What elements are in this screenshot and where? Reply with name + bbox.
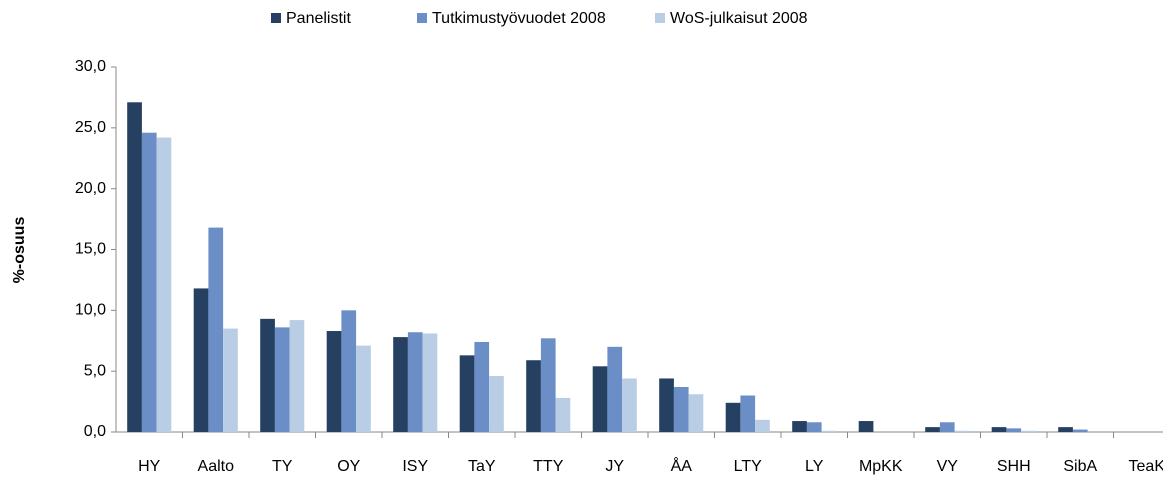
- legend-swatch: [417, 13, 427, 23]
- bar: [1058, 427, 1073, 432]
- x-tick-label: OY: [337, 458, 360, 475]
- bar: [407, 332, 423, 432]
- legend-swatch: [655, 13, 665, 23]
- bar: [939, 422, 955, 432]
- y-tick-label: 0,0: [84, 423, 106, 440]
- bar: [725, 402, 741, 432]
- x-tick-label: MpKK: [859, 458, 903, 475]
- x-tick-label: Aalto: [198, 458, 235, 475]
- bar: [821, 430, 837, 432]
- bar: [607, 346, 623, 432]
- x-tick-label: JY: [605, 458, 624, 475]
- legend-swatch: [271, 13, 281, 23]
- bar: [127, 102, 142, 433]
- y-tick-label: 25,0: [75, 119, 106, 136]
- y-tick-label: 5,0: [84, 362, 106, 379]
- bar: [422, 333, 438, 432]
- bar: [792, 421, 807, 432]
- bar: [540, 338, 556, 432]
- bar: [526, 360, 541, 432]
- bar: [208, 227, 224, 432]
- bar: [260, 318, 275, 432]
- x-tick-label: LTY: [734, 458, 762, 475]
- x-tick-label: ISY: [402, 458, 428, 475]
- bar: [289, 320, 305, 432]
- bar: [356, 345, 371, 432]
- y-tick-label: 15,0: [75, 241, 106, 258]
- y-axis-label: %-osuus: [11, 217, 28, 284]
- y-tick-label: 10,0: [75, 302, 106, 319]
- legend-label: WoS-julkaisut 2008: [670, 10, 808, 27]
- bar: [806, 422, 822, 432]
- x-tick-label: SHH: [997, 458, 1031, 475]
- y-tick-label: 30,0: [75, 58, 106, 75]
- x-tick-label: HY: [138, 458, 161, 475]
- bar: [622, 378, 637, 432]
- bar: [459, 355, 475, 432]
- x-tick-label: TTY: [533, 458, 564, 475]
- bar: [141, 132, 157, 432]
- bar: [223, 328, 238, 432]
- bar: [341, 310, 357, 432]
- x-tick-label: TeaK: [1129, 458, 1163, 475]
- bar: [1006, 428, 1022, 432]
- bar: [673, 386, 689, 432]
- bar: [193, 288, 209, 432]
- x-tick-label: VY: [937, 458, 959, 475]
- bar: [858, 421, 874, 432]
- bar: [991, 427, 1007, 432]
- legend-label: Tutkimustyövuodet 2008: [432, 10, 606, 27]
- bar: [1072, 429, 1088, 432]
- bar: [740, 395, 756, 432]
- bar: [274, 327, 290, 432]
- bar: [393, 337, 408, 432]
- x-tick-label: TY: [272, 458, 293, 475]
- bar: [474, 341, 490, 432]
- bar: [659, 378, 674, 432]
- y-tick-label: 20,0: [75, 180, 106, 197]
- bar: [755, 419, 770, 432]
- bar: [954, 430, 970, 432]
- bar: [925, 427, 940, 432]
- legend-label: Panelistit: [286, 10, 351, 27]
- x-tick-label: TaY: [468, 458, 496, 475]
- bar: [1021, 430, 1036, 432]
- bar: [555, 397, 571, 432]
- x-tick-label: LY: [805, 458, 824, 475]
- bar: [489, 376, 504, 432]
- bar: [326, 331, 342, 432]
- x-tick-label: SibA: [1063, 458, 1097, 475]
- bar: [156, 137, 172, 433]
- bar: [688, 394, 704, 432]
- x-tick-label: ÅA: [671, 456, 693, 475]
- bar: [592, 366, 608, 432]
